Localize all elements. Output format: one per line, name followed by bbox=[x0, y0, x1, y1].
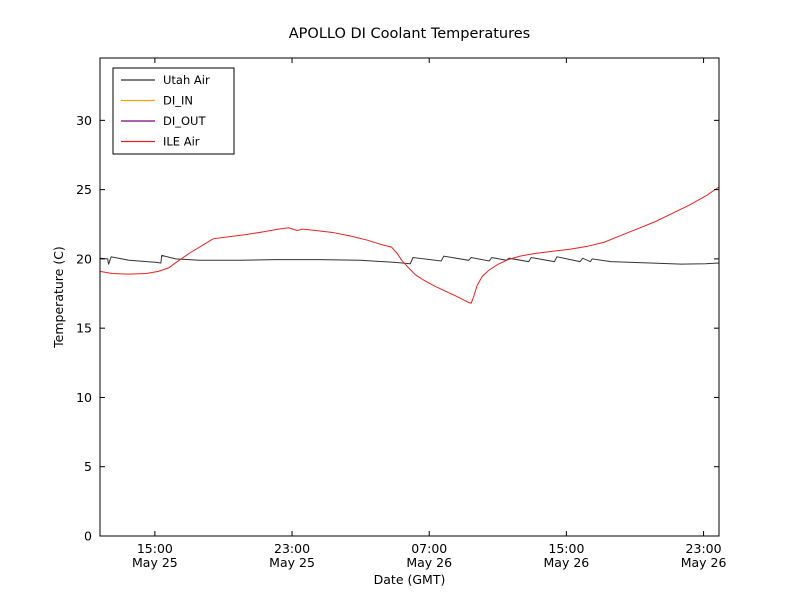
legend-box bbox=[112, 67, 235, 155]
plot-border bbox=[99, 57, 720, 537]
x-tick-label-date: May 25 bbox=[132, 555, 178, 570]
legend: Utah Air DI_IN DI_OUT ILE Air bbox=[112, 67, 235, 155]
series-line-ile-air bbox=[99, 186, 720, 304]
legend-entry-utah-air: Utah Air bbox=[121, 73, 210, 87]
y-axis-label: Temperature (C) bbox=[51, 246, 66, 349]
y-tick-label: 0 bbox=[84, 529, 92, 544]
y-tick-label: 20 bbox=[76, 251, 92, 266]
y-tick-label: 30 bbox=[76, 113, 92, 128]
x-tick-label-date: May 25 bbox=[269, 555, 315, 570]
x-tick-label-date: May 26 bbox=[544, 555, 590, 570]
y-tick-label: 15 bbox=[76, 321, 92, 336]
y-tick-label: 10 bbox=[76, 390, 92, 405]
legend-entry-label: DI_IN bbox=[163, 94, 193, 108]
legend-entry-label: Utah Air bbox=[163, 73, 210, 87]
x-tick-label-time: 07:00 bbox=[411, 541, 447, 556]
y-tick-label: 25 bbox=[76, 182, 92, 197]
axes-frame bbox=[99, 57, 720, 537]
legend-entry-label: DI_OUT bbox=[163, 114, 206, 128]
x-tick-label-date: May 26 bbox=[406, 555, 452, 570]
y-tick-label: 5 bbox=[84, 459, 92, 474]
x-tick-label-date: May 26 bbox=[681, 555, 727, 570]
x-axis-label: Date (GMT) bbox=[374, 572, 446, 587]
chart-title: APOLLO DI Coolant Temperatures bbox=[289, 26, 530, 42]
x-tick-label-time: 23:00 bbox=[686, 541, 722, 556]
legend-entry-di-in: DI_IN bbox=[121, 94, 193, 108]
x-tick-label-time: 23:00 bbox=[274, 541, 310, 556]
series-lines bbox=[99, 186, 720, 537]
x-tick-label-time: 15:00 bbox=[548, 541, 584, 556]
series-line-utah-air bbox=[99, 254, 720, 265]
legend-entry-label: ILE Air bbox=[163, 135, 200, 149]
legend-entry-di-out: DI_OUT bbox=[121, 114, 206, 128]
x-tick-label-time: 15:00 bbox=[137, 541, 173, 556]
legend-entry-ile-air: ILE Air bbox=[121, 135, 200, 149]
